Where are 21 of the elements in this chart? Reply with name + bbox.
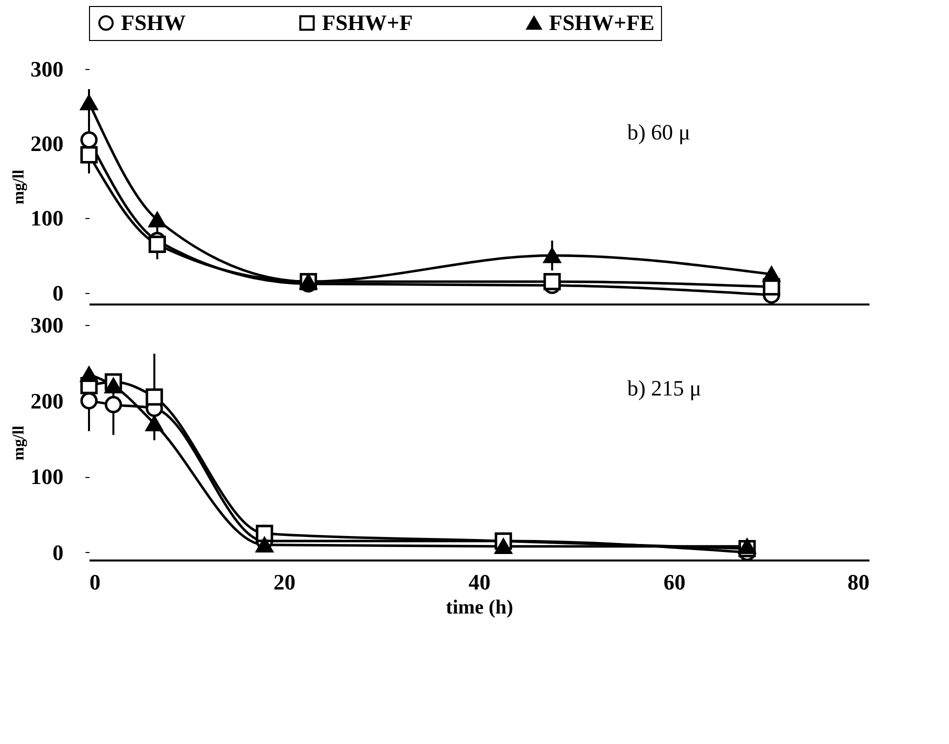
y-tick-label: 100 <box>30 206 64 231</box>
x-tick-label: 60 <box>664 570 686 594</box>
x-tick-label: 20 <box>274 570 296 594</box>
y-tick-label: 300 <box>30 56 64 82</box>
y-tick-label: 100 <box>30 464 64 490</box>
x-tick-label: 40 <box>468 570 490 594</box>
legend-label: FSHW+FE <box>549 10 654 35</box>
x-axis-title: time (h) <box>446 596 514 618</box>
y-tick-label: 200 <box>30 388 64 414</box>
y-tick-label: 200 <box>30 131 64 156</box>
y-axis-title: mg/ll <box>10 425 28 460</box>
annotation: b) 215 μ <box>627 375 702 400</box>
y-tick-label: 0 <box>52 280 64 306</box>
y-tick-label: 300 <box>30 312 64 338</box>
x-tick-label: 0 <box>90 570 100 594</box>
y-tick-label: 0 <box>52 540 64 565</box>
legend-label: FSHW <box>121 10 186 35</box>
y-axis-title: mg/ll <box>10 169 28 204</box>
legend-label: FSHW+F <box>322 10 413 35</box>
annotation: b) 60 μ <box>627 119 690 144</box>
x-tick-label: 80 <box>848 570 870 594</box>
